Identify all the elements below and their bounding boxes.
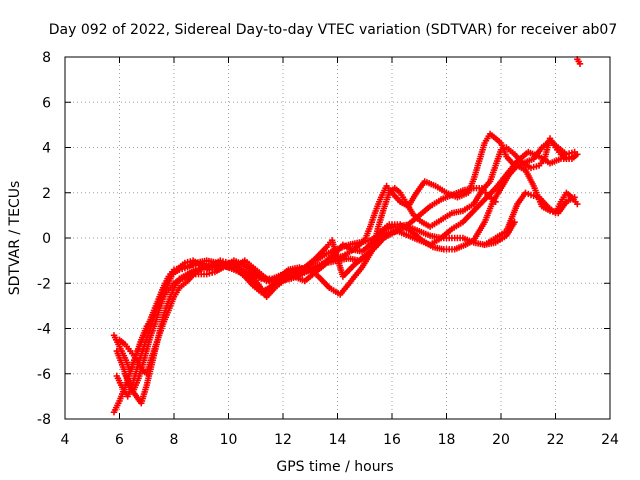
y-tick-label: 0 [42,231,51,247]
y-tick-label: 8 [42,50,51,66]
chart-title: Day 092 of 2022, Sidereal Day-to-day VTE… [49,22,618,38]
x-tick-label: 4 [61,432,70,448]
x-tick-label: 18 [438,432,456,448]
y-tick-labels: -8 -6 -4 -2 0 2 4 6 8 [37,50,51,428]
x-tick-label: 8 [170,432,179,448]
data-point-marker [576,60,584,67]
x-tick-label: 20 [492,432,510,448]
x-tick-labels: 4 6 8 10 12 14 16 18 20 22 24 [61,432,619,448]
axis-ticks [64,56,611,420]
y-tick-label: 2 [42,186,51,202]
y-tick-label: 4 [42,141,51,157]
x-tick-label: 22 [547,432,565,448]
y-tick-label: -8 [37,412,51,428]
series-trace-6 [113,130,578,396]
x-tick-label: 12 [274,432,292,448]
x-tick-label: 24 [601,432,619,448]
data-point-marker [574,200,581,208]
x-tick-label: 10 [220,432,238,448]
series-outlier [574,56,584,67]
y-axis-label: SDTVAR / TECUs [7,181,23,296]
x-tick-label: 14 [329,432,347,448]
x-tick-label: 6 [115,432,124,448]
y-tick-label: -4 [37,322,51,338]
x-axis-label: GPS time / hours [276,459,393,475]
x-tick-label: 16 [383,432,401,448]
y-tick-label: -2 [37,276,51,292]
y-tick-label: -6 [37,367,51,383]
series-trace-7 [481,189,581,248]
y-tick-label: 6 [42,95,51,111]
data-point-marker [571,148,578,156]
data-points [110,56,584,416]
